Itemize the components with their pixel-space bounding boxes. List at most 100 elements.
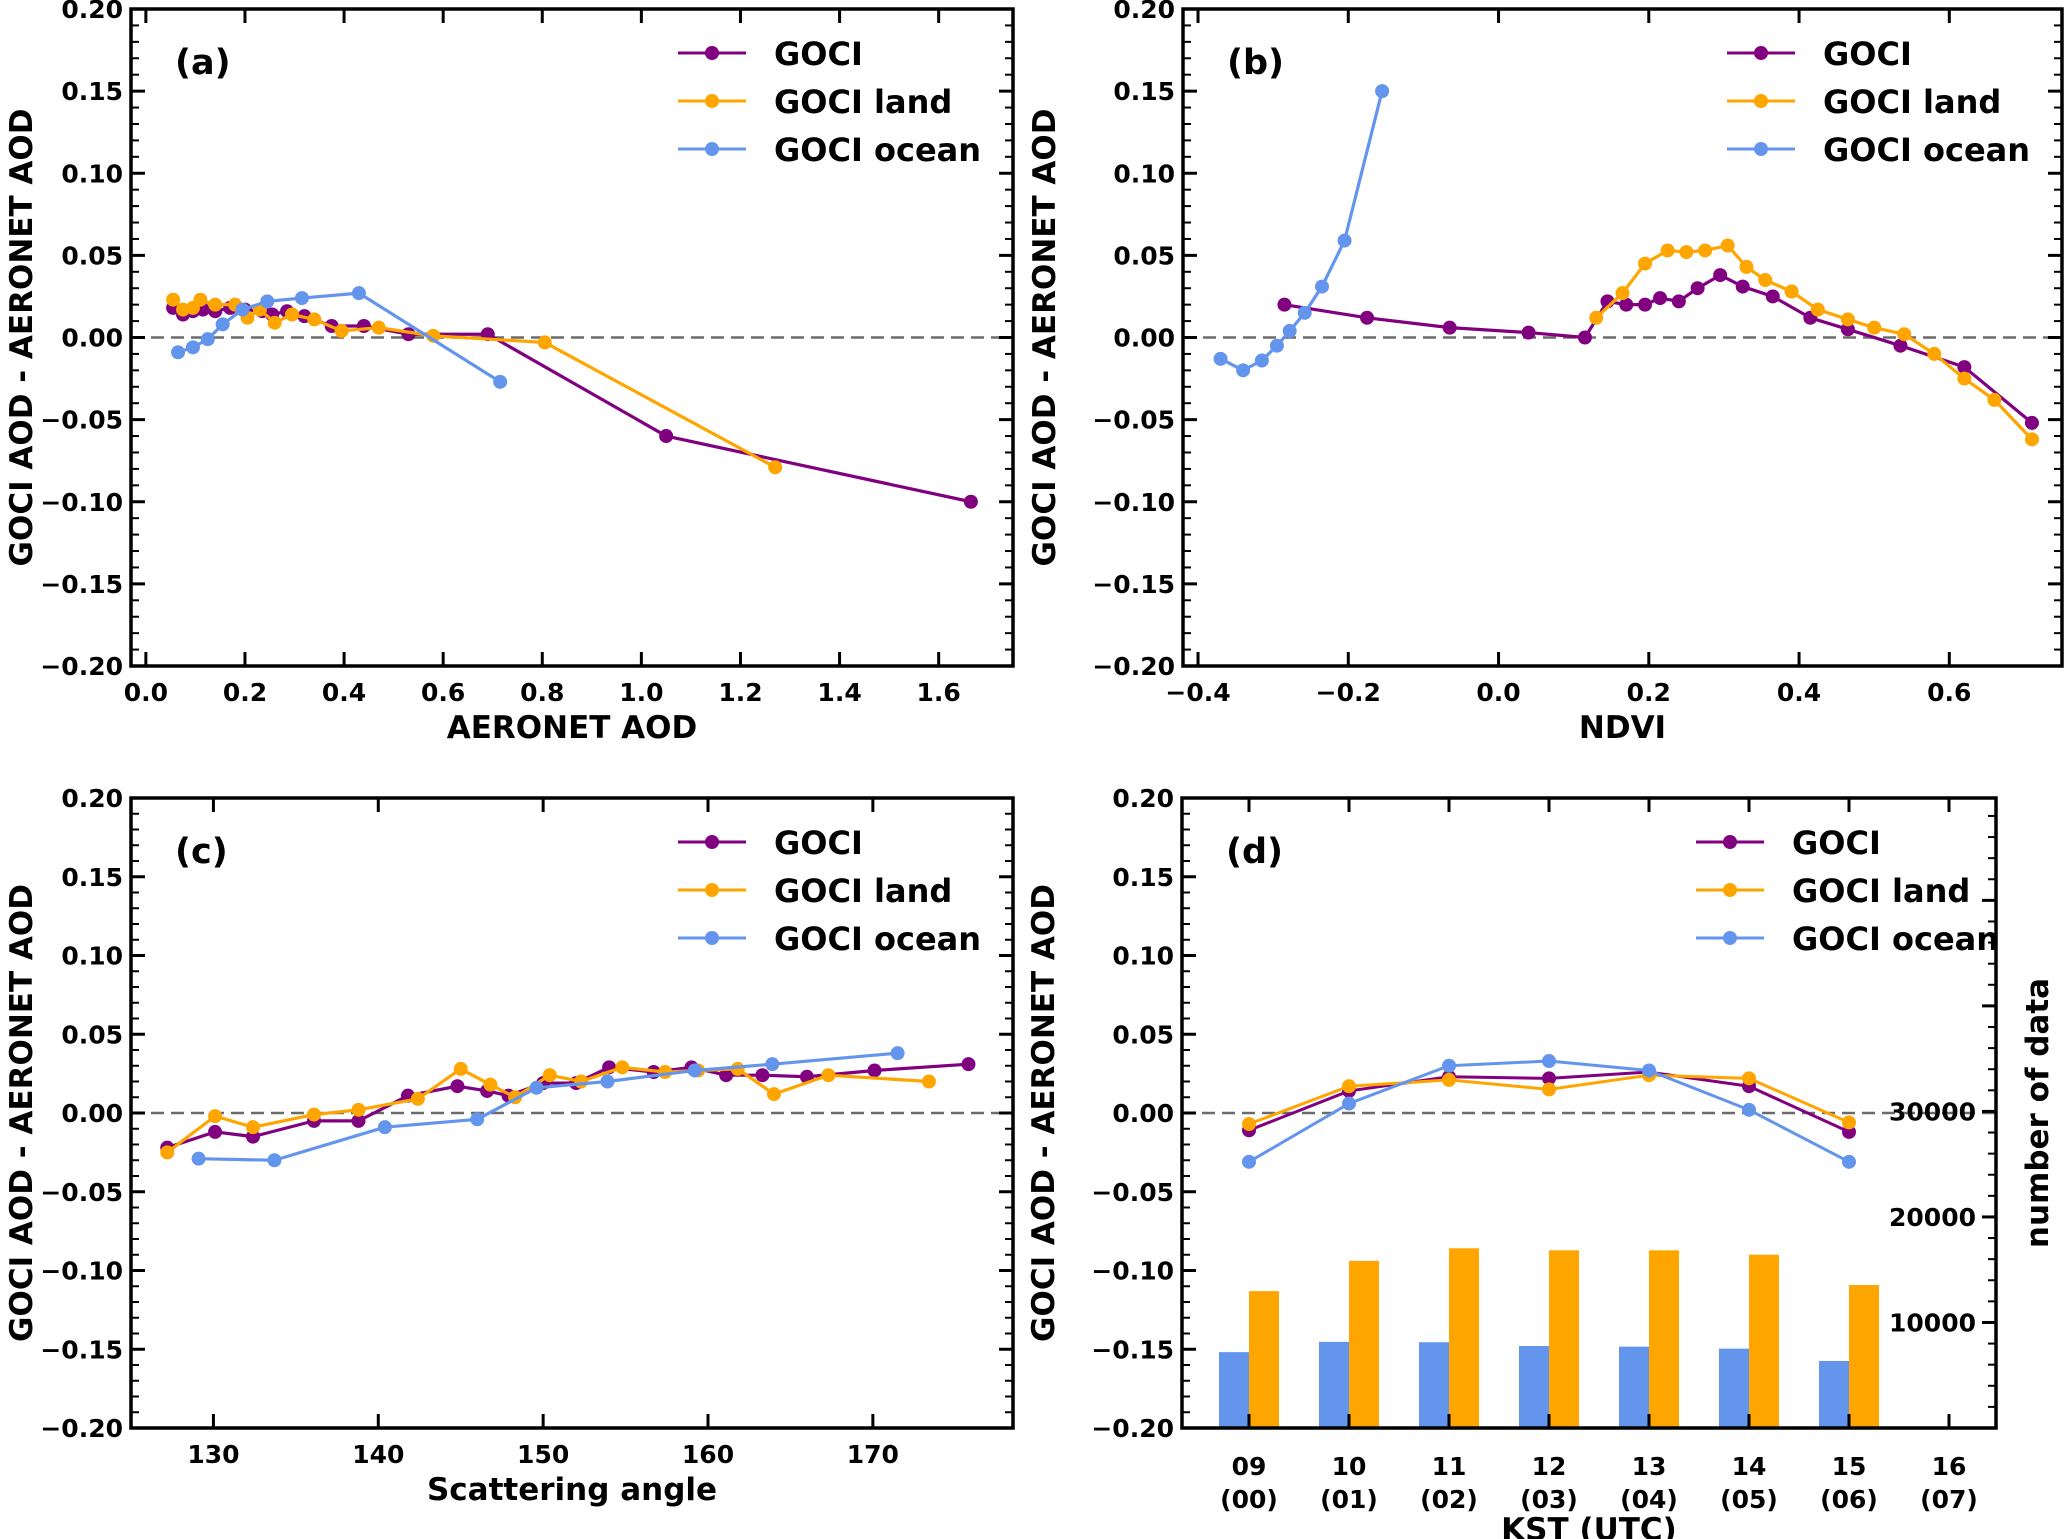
data-point-goci-6 — [1619, 297, 1634, 312]
data-point-goci-land-10 — [574, 1074, 589, 1089]
data-point-goci-ocean-0 — [1242, 1154, 1256, 1169]
bar-goci-land-6 — [1849, 1285, 1879, 1428]
data-point-goci-15 — [1840, 322, 1855, 337]
y-tick-label: 0.05 — [1113, 241, 1175, 270]
x-tick-label-kst: 14 — [1732, 1452, 1767, 1481]
data-point-goci-land-0 — [160, 1145, 175, 1160]
data-point-goci-ocean-7 — [765, 1057, 780, 1072]
data-point-goci-ocean-3 — [215, 317, 230, 332]
x-tick-label: 1.2 — [718, 678, 762, 707]
bar-goci-land-5 — [1749, 1254, 1779, 1428]
data-point-goci-land-12 — [1867, 320, 1882, 335]
bar-goci-land-0 — [1249, 1291, 1279, 1428]
x-tick-label-kst: 09 — [1232, 1452, 1267, 1481]
x-tick-label: 160 — [682, 1440, 734, 1469]
legend-marker-goci-ocean — [1754, 142, 1768, 156]
data-point-goci-land-5 — [410, 1091, 425, 1106]
bar-goci-ocean-1 — [1319, 1341, 1349, 1428]
legend-label-goci-land: GOCI land — [774, 872, 952, 910]
data-point-goci-land-11 — [334, 323, 349, 338]
data-point-goci-land-17 — [2024, 432, 2039, 447]
data-point-goci-land-15 — [766, 1087, 781, 1102]
x-tick-label-kst: 12 — [1532, 1452, 1567, 1481]
series-goci-ocean — [191, 1046, 905, 1168]
series-goci — [160, 1057, 976, 1155]
y-tick-label: 0.10 — [61, 159, 123, 188]
data-point-goci-ocean-4 — [529, 1080, 544, 1095]
series-goci — [1277, 268, 2039, 430]
bar-goci-land-1 — [1349, 1260, 1379, 1428]
legend-label-goci: GOCI — [774, 35, 863, 73]
series-line-goci-land — [1595, 243, 2034, 441]
x-axis-label: KST (UTC) — [1501, 1512, 1677, 1539]
legend-marker-goci-land — [705, 883, 719, 897]
y-tick-label: 0.00 — [61, 324, 123, 353]
bar-goci-ocean-4 — [1619, 1346, 1649, 1428]
y-tick-label: −0.15 — [40, 570, 123, 599]
y-tick-label: −0.20 — [1092, 652, 1175, 681]
y-right-tick-label: 30000 — [1889, 1097, 1976, 1126]
y-tick-label: −0.05 — [1092, 406, 1175, 435]
series-goci-land — [1589, 238, 2039, 447]
x-tick-label: 0.4 — [1777, 678, 1821, 707]
x-tick-label-kst: 10 — [1332, 1452, 1367, 1481]
data-point-goci-ocean-5 — [600, 1074, 615, 1089]
data-point-goci-land-16 — [821, 1068, 836, 1083]
x-tick-label: 0.0 — [1476, 678, 1520, 707]
data-point-goci-land-5 — [1742, 1071, 1756, 1086]
x-tick-label: 1.4 — [817, 678, 861, 707]
data-point-goci-land-14 — [537, 335, 552, 350]
legend: GOCI GOCI land GOCI ocean — [678, 824, 981, 958]
x-tick-label-utc: (00) — [1220, 1485, 1278, 1514]
data-point-goci-land-7 — [483, 1077, 498, 1092]
y-tick-label: 0.20 — [1112, 784, 1174, 813]
x-tick-label-utc: (06) — [1820, 1485, 1878, 1514]
data-point-goci-land-7 — [1739, 259, 1754, 274]
data-point-goci-ocean-4 — [1642, 1063, 1656, 1078]
legend-marker-goci-land — [1754, 94, 1768, 108]
data-point-goci-ocean-8 — [1375, 84, 1390, 99]
y-tick-label: 0.20 — [61, 784, 123, 813]
x-tick-label-utc: (03) — [1520, 1485, 1578, 1514]
y-axis-label: GOCI AOD - AERONET AOD — [1027, 109, 1063, 567]
bar-goci-land-4 — [1649, 1250, 1679, 1428]
x-tick-label: −0.4 — [1165, 678, 1230, 707]
panel-b: 0.200.150.100.050.00−0.05−0.10−0.15−0.20… — [1027, 0, 2064, 746]
x-tick-label: 1.6 — [917, 678, 961, 707]
y-tick-label: −0.20 — [1091, 1414, 1174, 1443]
data-point-goci-3 — [1542, 1071, 1556, 1086]
data-point-goci-13 — [1765, 289, 1780, 304]
y-tick-label: 0.00 — [61, 1099, 123, 1128]
data-point-goci-land-15 — [1957, 371, 1972, 386]
x-axis-label: AERONET AOD — [447, 710, 698, 746]
panel-d: 0.20 0.15 0.10 0.05 0.00 −0.05 −0.10 −0.15 −0.20… — [1026, 784, 2056, 1539]
data-point-goci-4 — [1577, 330, 1592, 345]
y-axis-label: GOCI AOD - AERONET AOD — [1026, 884, 1062, 1342]
data-point-goci-ocean-2 — [377, 1120, 392, 1135]
data-point-goci-10 — [1690, 281, 1705, 296]
data-point-goci-land-0 — [166, 292, 181, 307]
legend-marker-goci-ocean — [705, 142, 719, 156]
series-goci-ocean — [171, 286, 508, 389]
x-tick-label-utc: (02) — [1420, 1485, 1478, 1514]
x-tick-label: 150 — [517, 1440, 569, 1469]
legend-marker-goci — [705, 835, 719, 849]
panel-tag: (b) — [1227, 43, 1284, 83]
legend-label-goci-land: GOCI land — [1792, 872, 1970, 910]
bar-goci-ocean-6 — [1819, 1360, 1849, 1428]
bar-goci-ocean-3 — [1519, 1346, 1549, 1428]
x-tick-label: 0.6 — [421, 678, 465, 707]
panel-tag: (c) — [175, 832, 228, 872]
bar-goci-ocean-5 — [1719, 1348, 1749, 1428]
panel-tag: (d) — [1226, 832, 1283, 872]
data-point-goci-ocean-6 — [1314, 279, 1329, 294]
x-tick-label: 0.6 — [1927, 678, 1971, 707]
data-point-goci-18 — [961, 1057, 976, 1072]
y-tick-label: 0.10 — [1112, 942, 1174, 971]
data-point-goci-ocean-7 — [1337, 233, 1352, 248]
x-tick-label-utc: (01) — [1320, 1485, 1378, 1514]
data-point-goci-ocean-1 — [1236, 363, 1251, 378]
data-point-goci-land-11 — [1840, 312, 1855, 327]
data-point-goci-land-8 — [1758, 273, 1773, 288]
